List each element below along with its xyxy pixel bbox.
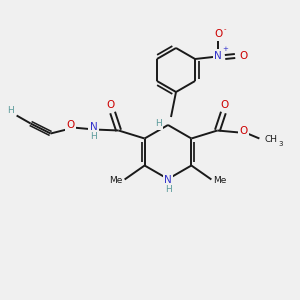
Text: N: N (90, 122, 98, 133)
Text: H: H (165, 184, 171, 194)
Text: O: O (214, 29, 222, 39)
Text: O: O (220, 100, 229, 110)
Text: H: H (90, 132, 97, 141)
Text: O: O (239, 127, 247, 136)
Text: N: N (214, 51, 222, 61)
Text: Me: Me (213, 176, 227, 185)
Text: H: H (154, 119, 161, 128)
Text: O: O (239, 51, 247, 61)
Text: N: N (164, 175, 172, 185)
Text: O: O (106, 100, 115, 110)
Text: CH: CH (264, 135, 278, 144)
Text: Me: Me (109, 176, 123, 185)
Text: H: H (7, 106, 14, 115)
Text: -: - (224, 26, 226, 32)
Text: O: O (67, 121, 75, 130)
Text: +: + (222, 46, 228, 52)
Text: 3: 3 (278, 142, 283, 148)
